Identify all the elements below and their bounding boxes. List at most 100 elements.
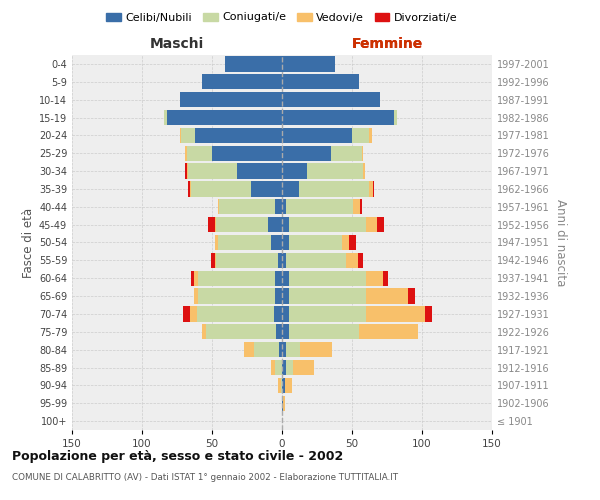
Bar: [282, 378, 292, 393]
Bar: [282, 396, 285, 411]
Bar: [282, 217, 289, 232]
Bar: [216, 253, 282, 268]
Bar: [202, 324, 282, 340]
Bar: [282, 324, 289, 340]
Bar: [282, 342, 332, 357]
Bar: [282, 288, 415, 304]
Bar: [216, 217, 282, 232]
Bar: [282, 217, 366, 232]
Bar: [282, 378, 285, 393]
Bar: [282, 199, 353, 214]
Bar: [244, 342, 282, 357]
Bar: [282, 253, 286, 268]
Bar: [282, 342, 286, 357]
Bar: [194, 288, 282, 304]
Bar: [218, 235, 282, 250]
Bar: [180, 128, 282, 143]
Bar: [282, 396, 283, 411]
Bar: [271, 360, 282, 375]
Bar: [282, 146, 331, 161]
Bar: [282, 74, 359, 90]
Bar: [180, 92, 282, 107]
Bar: [282, 360, 293, 375]
Bar: [282, 164, 365, 178]
Bar: [180, 128, 282, 143]
Bar: [190, 182, 282, 196]
Bar: [282, 182, 373, 196]
Bar: [275, 360, 282, 375]
Bar: [282, 378, 292, 393]
Bar: [274, 306, 282, 322]
Bar: [282, 235, 342, 250]
Bar: [282, 396, 283, 411]
Bar: [282, 360, 286, 375]
Bar: [202, 74, 282, 90]
Bar: [180, 92, 282, 107]
Bar: [188, 164, 282, 178]
Bar: [191, 270, 282, 286]
Bar: [282, 110, 394, 125]
Bar: [167, 110, 282, 125]
Bar: [282, 199, 362, 214]
Bar: [185, 164, 282, 178]
Bar: [190, 306, 282, 322]
Bar: [278, 378, 282, 393]
Bar: [282, 146, 362, 161]
Bar: [282, 235, 349, 250]
Bar: [282, 324, 418, 340]
Bar: [191, 182, 282, 196]
Bar: [180, 92, 282, 107]
Bar: [164, 110, 282, 125]
Bar: [282, 56, 335, 72]
Bar: [188, 182, 282, 196]
Bar: [282, 360, 314, 375]
Bar: [282, 217, 377, 232]
Bar: [224, 56, 282, 72]
Bar: [268, 217, 282, 232]
Text: Maschi: Maschi: [150, 38, 204, 52]
Bar: [202, 74, 282, 90]
Bar: [215, 217, 282, 232]
Bar: [282, 378, 285, 393]
Bar: [237, 164, 282, 178]
Bar: [211, 253, 282, 268]
Bar: [198, 270, 282, 286]
Bar: [185, 146, 282, 161]
Bar: [218, 199, 282, 214]
Bar: [282, 56, 335, 72]
Bar: [164, 110, 282, 125]
Bar: [279, 342, 282, 357]
Bar: [164, 110, 282, 125]
Bar: [244, 342, 282, 357]
Bar: [282, 306, 289, 322]
Bar: [180, 92, 282, 107]
Bar: [282, 182, 369, 196]
Bar: [182, 306, 282, 322]
Bar: [282, 306, 432, 322]
Text: COMUNE DI CALABRITTO (AV) - Dati ISTAT 1° gennaio 2002 - Elaborazione TUTTITALIA: COMUNE DI CALABRITTO (AV) - Dati ISTAT 1…: [12, 472, 398, 482]
Bar: [202, 74, 282, 90]
Bar: [197, 306, 282, 322]
Bar: [282, 253, 346, 268]
Bar: [282, 288, 408, 304]
Bar: [282, 164, 363, 178]
Bar: [224, 56, 282, 72]
Bar: [202, 74, 282, 90]
Bar: [282, 74, 359, 90]
Bar: [282, 146, 363, 161]
Text: Femmine: Femmine: [352, 38, 422, 52]
Bar: [282, 199, 361, 214]
Bar: [282, 110, 397, 125]
Bar: [282, 56, 335, 72]
Bar: [282, 92, 380, 107]
Bar: [282, 92, 380, 107]
Bar: [282, 324, 418, 340]
Bar: [251, 182, 282, 196]
Bar: [282, 342, 332, 357]
Bar: [282, 92, 380, 107]
Bar: [275, 199, 282, 214]
Bar: [282, 217, 384, 232]
Bar: [271, 235, 282, 250]
Bar: [275, 270, 282, 286]
Bar: [282, 270, 366, 286]
